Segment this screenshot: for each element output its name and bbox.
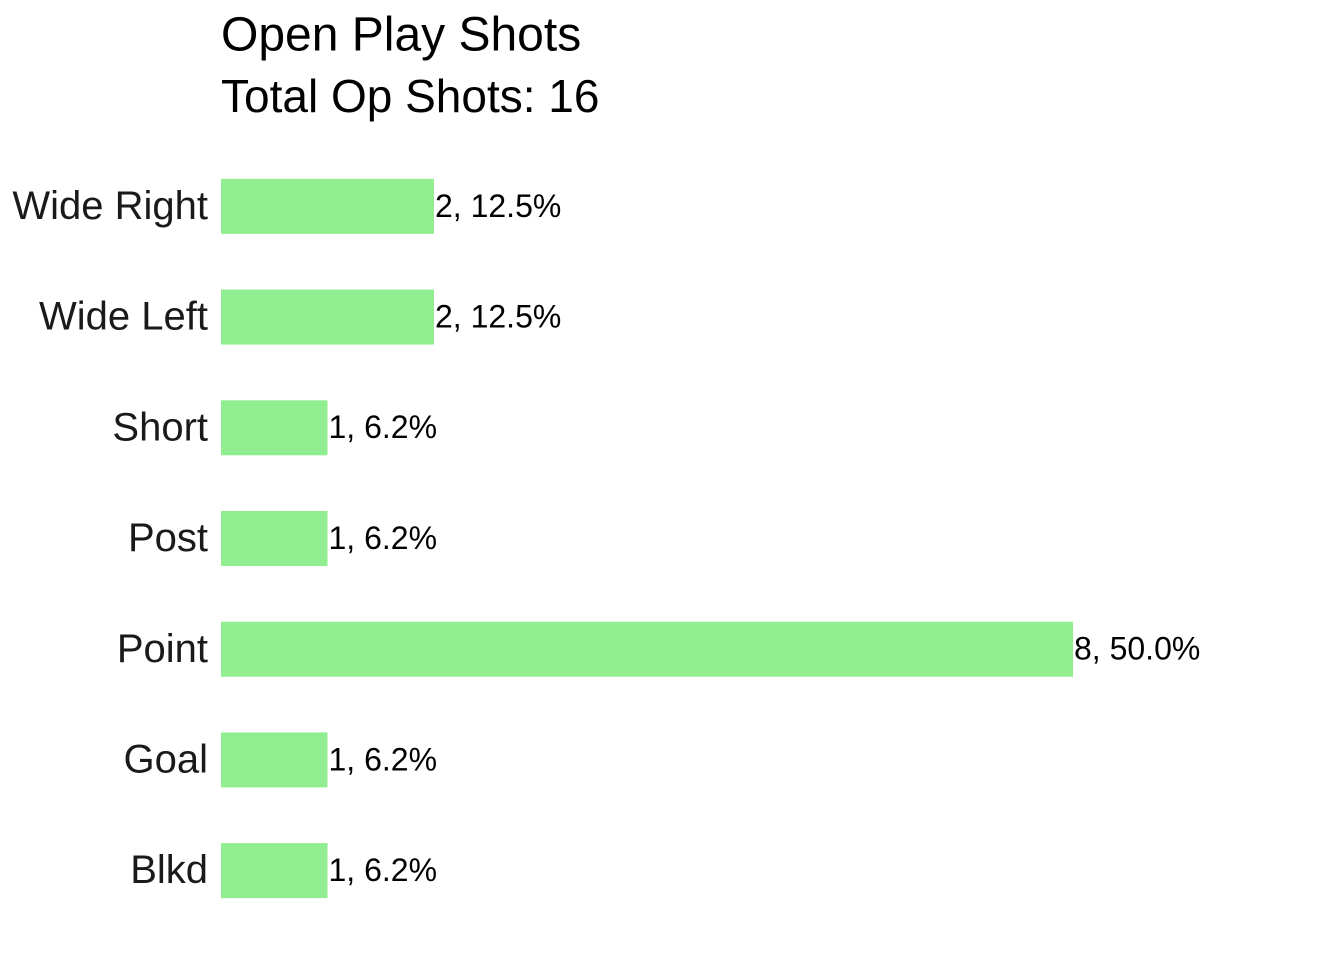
value-label: 1, 6.2% xyxy=(329,852,438,888)
bar xyxy=(221,400,328,456)
bar xyxy=(221,843,328,899)
y-tick-label: Wide Left xyxy=(39,295,208,339)
y-tick-label: Blkd xyxy=(130,848,208,892)
value-label: 1, 6.2% xyxy=(329,520,438,556)
y-tick-label: Post xyxy=(128,516,208,560)
y-tick-label: Short xyxy=(112,405,208,449)
chart-subtitle: Total Op Shots: 16 xyxy=(221,70,599,122)
y-tick-label: Point xyxy=(117,627,208,671)
value-label: 1, 6.2% xyxy=(329,409,438,445)
value-label: 1, 6.2% xyxy=(329,741,438,777)
y-tick-label: Wide Right xyxy=(12,184,208,228)
value-label: 2, 12.5% xyxy=(435,299,561,335)
bar xyxy=(221,178,434,234)
chart-title: Open Play Shots xyxy=(221,9,581,62)
bar xyxy=(221,621,1073,677)
y-tick-label: Goal xyxy=(124,737,209,781)
value-label: 8, 50.0% xyxy=(1074,631,1200,667)
value-label: 2, 12.5% xyxy=(435,188,561,224)
bar xyxy=(221,732,328,788)
bar xyxy=(221,289,434,345)
bar xyxy=(221,511,328,566)
